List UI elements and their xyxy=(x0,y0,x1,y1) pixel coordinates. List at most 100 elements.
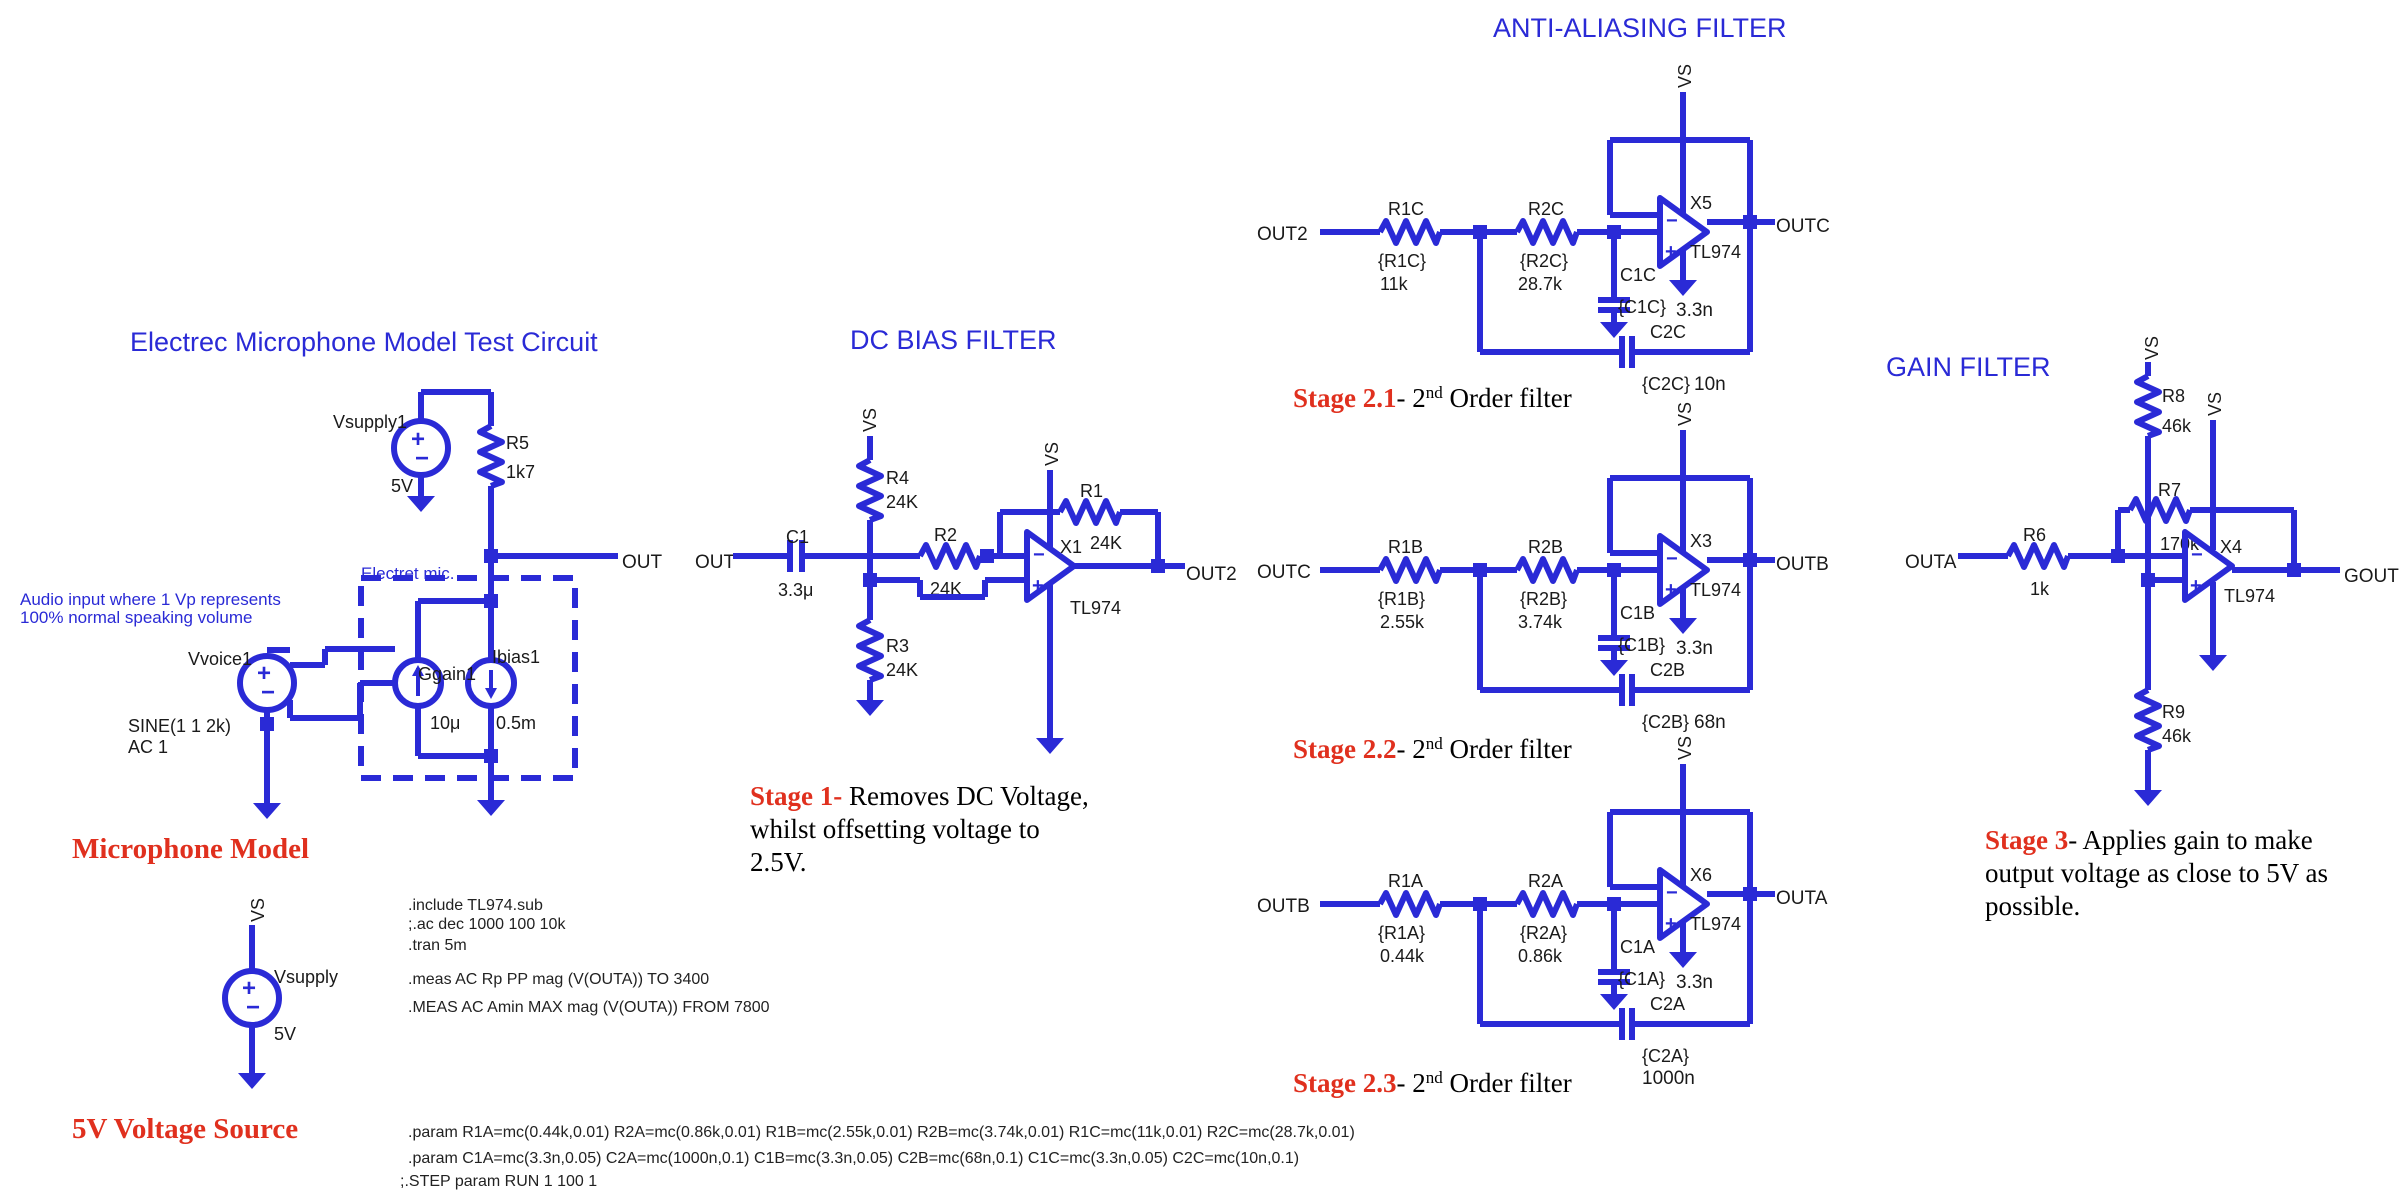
dc-in-label: OUT xyxy=(695,552,736,573)
svg-text:+: + xyxy=(1032,575,1044,597)
stage-1-c1-value: 3.3n xyxy=(1676,300,1713,321)
stage3-line2: output voltage as close to 5V as xyxy=(1985,858,2328,888)
stage-2-r1-value: 2.55k xyxy=(1380,612,1425,632)
stage-2-r1-label: R1B xyxy=(1388,537,1423,557)
stage-2-c1-param: {C1B} xyxy=(1618,635,1665,655)
vsupply1-label: Vsupply1 xyxy=(333,412,407,432)
ibias-value: 0.5m xyxy=(496,713,536,733)
stage-1-r2-label: R2C xyxy=(1528,199,1564,219)
svg-text:+: + xyxy=(1665,241,1677,263)
dc-bias-title: DC BIAS FILTER xyxy=(850,325,1057,355)
directive-param-r: .param R1A=mc(0.44k,0.01) R2A=mc(0.86k,0… xyxy=(408,1124,1355,1141)
r3-value: 24K xyxy=(886,660,918,680)
r4-value: 24K xyxy=(886,492,918,512)
ggain-label: Ggain1 xyxy=(418,664,476,684)
svg-text:−: − xyxy=(1033,544,1045,566)
gain-filter: OUTA R6 1k R7 170k VS R8 46k R9 46k − + xyxy=(1905,336,2399,921)
stage-2-caption: Stage 2.2- 2nd Order filter xyxy=(1293,734,1572,765)
electret-label: Electret mic. xyxy=(361,564,455,583)
stage3-line1: Stage 3- Applies gain to make xyxy=(1985,825,2313,855)
stage-2-r2-param: {R2B} xyxy=(1520,589,1567,609)
svg-text:−: − xyxy=(246,994,260,1021)
svg-text:−: − xyxy=(261,679,275,706)
mic-caption: Microphone Model xyxy=(72,833,309,865)
directive-tran: .tran 5m xyxy=(408,937,467,954)
antialias-stage-2-3: OUTB R1A {R1A} 0.44k R2A {R2A} 0.86k C1A {C1A} 3.… xyxy=(1257,736,1828,1098)
r9-label: R9 xyxy=(2162,702,2185,722)
r7-label: R7 xyxy=(2158,480,2181,500)
mic-out-label: OUT xyxy=(622,552,663,573)
stage-3-c1-label: C1A xyxy=(1620,937,1655,957)
vs-source-label: VS xyxy=(248,898,268,922)
stage-2-vs-label: VS xyxy=(1675,402,1695,426)
svg-text:+: + xyxy=(257,660,271,687)
stage-1-c1-param: {C1C} xyxy=(1618,297,1666,317)
stage-3-c2-label: C2A xyxy=(1650,994,1685,1014)
stage-2-c2-label: C2B xyxy=(1650,660,1685,680)
antialias-title: ANTI-ALIASING FILTER xyxy=(1493,13,1787,43)
stage-1-r1-label: R1C xyxy=(1388,199,1424,219)
r6-value: 1k xyxy=(2030,579,2050,599)
r8-value: 46k xyxy=(2162,416,2192,436)
directive-meas-rp: .meas AC Rp PP mag (V(OUTA)) TO 3400 xyxy=(408,971,709,988)
stage-1-input-label: OUT2 xyxy=(1257,224,1308,245)
stage-1-c1-label: C1C xyxy=(1620,265,1656,285)
stage-3-r1-param: {R1A} xyxy=(1378,923,1425,943)
gain-vs2-label: VS xyxy=(2205,392,2225,416)
directive-ac: ;.ac dec 1000 100 10k xyxy=(408,916,566,933)
vsupply-label: Vsupply xyxy=(274,967,338,987)
r4-label: R4 xyxy=(886,468,909,488)
stage-1-c2-value: 10n xyxy=(1694,374,1726,395)
antialias-stage-2-2: OUTC R1B {R1B} 2.55k R2B {R2B} 3.74k C1B {C1B} 3.… xyxy=(1257,402,1829,764)
stage-3-c1-value: 3.3n xyxy=(1676,972,1713,993)
stage-3-r2-param: {R2A} xyxy=(1520,923,1567,943)
vvoice-ac: AC 1 xyxy=(128,737,168,757)
stage-2-r2-label: R2B xyxy=(1528,537,1563,557)
r5-value: 1k7 xyxy=(506,462,535,482)
x1-label: X1 xyxy=(1060,537,1082,557)
r2-label: R2 xyxy=(934,525,957,545)
microphone-model: + − Vsupply1 5V R5 1k7 OUT Electret mic. xyxy=(20,389,663,865)
directive-include: .include TL974.sub xyxy=(408,897,543,914)
vvoice-spec: SINE(1 1 2k) xyxy=(128,716,231,736)
directive-meas-amin: .MEAS AC Amin MAX mag (V(OUTA)) FROM 780… xyxy=(408,999,770,1016)
r1-label: R1 xyxy=(1080,481,1103,501)
stage-2-output-label: OUTB xyxy=(1776,554,1829,575)
svg-text:+: + xyxy=(1665,913,1677,935)
stage-1-opamp-model: TL974 xyxy=(1690,242,1741,262)
stage-3-r1-label: R1A xyxy=(1388,871,1423,891)
svg-text:−: − xyxy=(1666,882,1678,904)
stage-3-input-label: OUTB xyxy=(1257,896,1310,917)
svg-text:−: − xyxy=(2191,544,2203,566)
stage-3-c1-param: {C1A} xyxy=(1618,969,1665,989)
stage-1-r2-value: 28.7k xyxy=(1518,274,1563,294)
gain-in-label: OUTA xyxy=(1905,552,1957,573)
directive-step: ;.STEP param RUN 1 100 1 xyxy=(400,1173,597,1190)
c1-label: C1 xyxy=(786,527,809,547)
gain-vs1-label: VS xyxy=(2142,336,2162,360)
svg-text:−: − xyxy=(415,445,429,472)
x4-opamp: TL974 xyxy=(2224,586,2275,606)
stage-1-opamp-ref: X5 xyxy=(1690,193,1712,213)
stage-3-r1-value: 0.44k xyxy=(1380,946,1425,966)
stage-3-c2-param: {C2A} xyxy=(1642,1046,1689,1066)
stage1-line1: Stage 1- Removes DC Voltage, xyxy=(750,781,1089,811)
stage-3-caption: Stage 2.3- 2nd Order filter xyxy=(1293,1068,1572,1099)
vsupply-value: 5V xyxy=(274,1024,296,1044)
stage-2-r2-value: 3.74k xyxy=(1518,612,1563,632)
stage-1-caption: Stage 2.1- 2nd Order filter xyxy=(1293,383,1572,414)
stage-2-opamp-ref: X3 xyxy=(1690,531,1712,551)
vvoice-label: Vvoice1 xyxy=(188,649,252,669)
stage-2-r1-param: {R1B} xyxy=(1378,589,1425,609)
gain-title: GAIN FILTER xyxy=(1886,352,2051,382)
svg-text:+: + xyxy=(242,975,256,1002)
r3-label: R3 xyxy=(886,636,909,656)
vsupply1-value: 5V xyxy=(391,476,413,496)
svg-text:+: + xyxy=(1665,579,1677,601)
stage1-line2: whilst offsetting voltage to xyxy=(750,814,1040,844)
stage-1-output-label: OUTC xyxy=(1776,216,1830,237)
stage-3-vs-label: VS xyxy=(1675,736,1695,760)
r5-label: R5 xyxy=(506,433,529,453)
stage-2-c2-value: 68n xyxy=(1694,712,1726,733)
